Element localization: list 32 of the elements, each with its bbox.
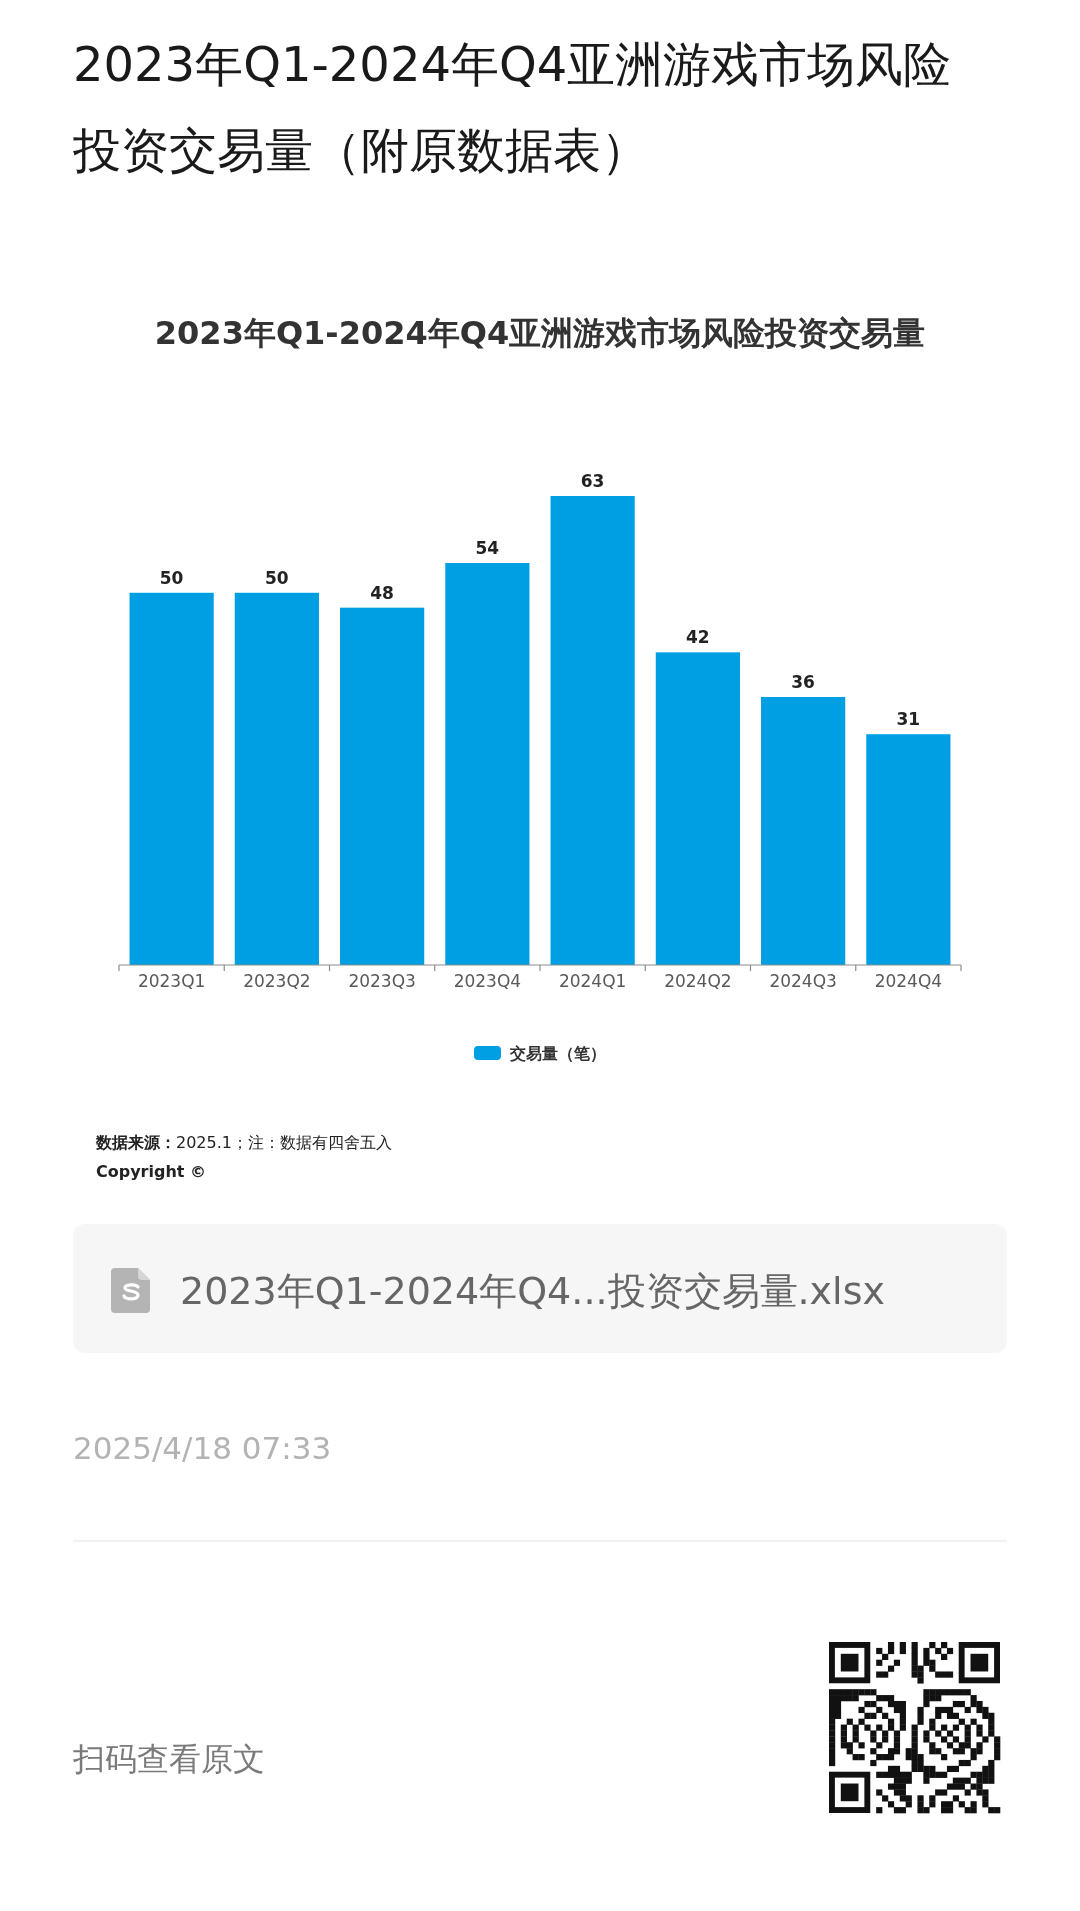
x-tick-label: 2023Q2 <box>243 971 311 991</box>
bar <box>129 592 214 965</box>
bar <box>655 652 740 965</box>
data-label: 50 <box>265 567 289 588</box>
source-note: 数据来源：2025.1；注：数据有四舍五入 <box>95 1133 392 1152</box>
text: 2023年Q1-2024年Q4...投资交易量.xlsx <box>180 1269 885 1313</box>
data-label: 54 <box>475 538 500 558</box>
data-label: 31 <box>896 709 921 730</box>
legend-label: 交易量（笔） <box>509 1044 606 1063</box>
text: 2025/4/18 07:33 <box>73 1430 332 1466</box>
x-tick-label: 2023Q4 <box>453 971 522 991</box>
data-label: 42 <box>686 627 710 648</box>
x-tick-label: 2024Q4 <box>874 971 943 991</box>
x-tick-label: 2024Q2 <box>664 971 732 991</box>
text: Copyright © <box>96 1162 207 1181</box>
x-tick-label: 2024Q3 <box>769 971 837 991</box>
x-tick-label: 2023Q3 <box>348 971 416 991</box>
chart-title: 2023年Q1-2024年Q4亚洲游戏市场风险投资交易量（附原数据表） <box>72 36 952 178</box>
data-label: 36 <box>791 672 815 692</box>
x-tick-label: 2024Q1 <box>558 971 627 991</box>
data-label: 48 <box>370 582 394 603</box>
data-label: 63 <box>580 471 605 491</box>
x-tick-label: 2023Q1 <box>137 971 206 991</box>
chart-subtitle: 2023年Q1-2024年Q4亚洲游戏市场风险投资交易量 <box>154 314 926 352</box>
bar <box>234 592 319 965</box>
bar <box>445 563 530 965</box>
data-label: 50 <box>159 567 184 588</box>
bar <box>340 607 425 965</box>
bar <box>761 697 846 965</box>
bar <box>866 734 951 965</box>
text: 扫码查看原文 <box>72 1740 265 1778</box>
bar <box>550 496 635 965</box>
